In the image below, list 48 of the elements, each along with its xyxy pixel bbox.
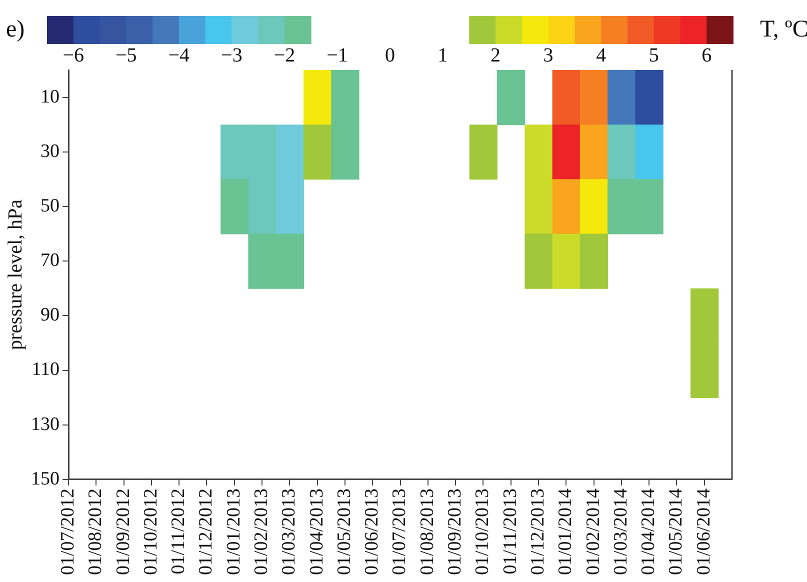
y-axis-title: pressure level, hPa bbox=[4, 199, 26, 350]
color-bar-label: 6 bbox=[702, 44, 712, 66]
color-bar-label: 1 bbox=[438, 44, 448, 66]
x-tick-label: 01/05/2014 bbox=[666, 488, 687, 576]
x-tick-label: 01/06/2014 bbox=[693, 488, 714, 576]
y-tick-label: 30 bbox=[40, 140, 60, 162]
x-tick-label: 01/07/2013 bbox=[389, 488, 410, 576]
x-tick-label: 01/10/2012 bbox=[140, 488, 162, 576]
x-tick-label: 01/02/2013 bbox=[251, 488, 272, 576]
y-tick-label: 50 bbox=[40, 195, 60, 216]
x-tick-label: 01/10/2013 bbox=[472, 488, 494, 576]
y-tick-label: 110 bbox=[32, 359, 60, 380]
y-tick-label: 130 bbox=[31, 414, 60, 435]
x-tick-label: 01/09/2013 bbox=[444, 488, 466, 576]
color-bar-label: −4 bbox=[168, 44, 190, 66]
color-bar-label: −1 bbox=[326, 44, 348, 66]
x-tick-label: 01/08/2012 bbox=[85, 488, 106, 576]
x-tick-label: 01/03/2014 bbox=[610, 488, 632, 576]
color-bar-label: 0 bbox=[385, 44, 395, 66]
y-tick-label: 70 bbox=[40, 250, 60, 272]
x-tick-label: 01/01/2013 bbox=[223, 488, 244, 576]
x-tick-label: 01/04/2013 bbox=[306, 488, 328, 576]
y-tick-label: 90 bbox=[40, 304, 60, 326]
x-tick-label: 01/12/2013 bbox=[527, 488, 548, 576]
x-tick-label: 01/01/2014 bbox=[555, 488, 576, 576]
chart-title: e) bbox=[6, 16, 25, 42]
color-bar-label: 5 bbox=[648, 44, 659, 66]
color-bar-label: −6 bbox=[62, 44, 84, 66]
color-bar-label: 3 bbox=[543, 44, 554, 66]
color-bar-label: −5 bbox=[116, 44, 137, 66]
x-tick-label: 01/08/2013 bbox=[416, 488, 438, 576]
color-bar-title: T, ºC bbox=[760, 16, 807, 42]
x-tick-label: 01/11/2013 bbox=[500, 488, 521, 574]
x-tick-label: 01/12/2012 bbox=[196, 488, 217, 576]
color-bar-label: −3 bbox=[221, 44, 242, 66]
x-tick-label: 01/04/2014 bbox=[638, 488, 660, 576]
x-tick-label: 01/03/2013 bbox=[278, 488, 300, 576]
color-bar-label: −2 bbox=[274, 44, 296, 66]
x-tick-label: 01/02/2014 bbox=[582, 488, 604, 576]
x-tick-label: 01/09/2012 bbox=[112, 488, 134, 576]
x-tick-label: 01/07/2012 bbox=[57, 488, 78, 576]
x-tick-label: 01/05/2013 bbox=[334, 488, 355, 576]
x-tick-label: 01/06/2013 bbox=[362, 488, 383, 576]
color-bar-label: 2 bbox=[490, 44, 501, 66]
y-tick-label: 10 bbox=[40, 86, 60, 108]
color-bar-label: 4 bbox=[596, 44, 606, 66]
x-tick-label: 01/11/2012 bbox=[168, 488, 190, 574]
y-tick-label: 150 bbox=[31, 468, 60, 490]
